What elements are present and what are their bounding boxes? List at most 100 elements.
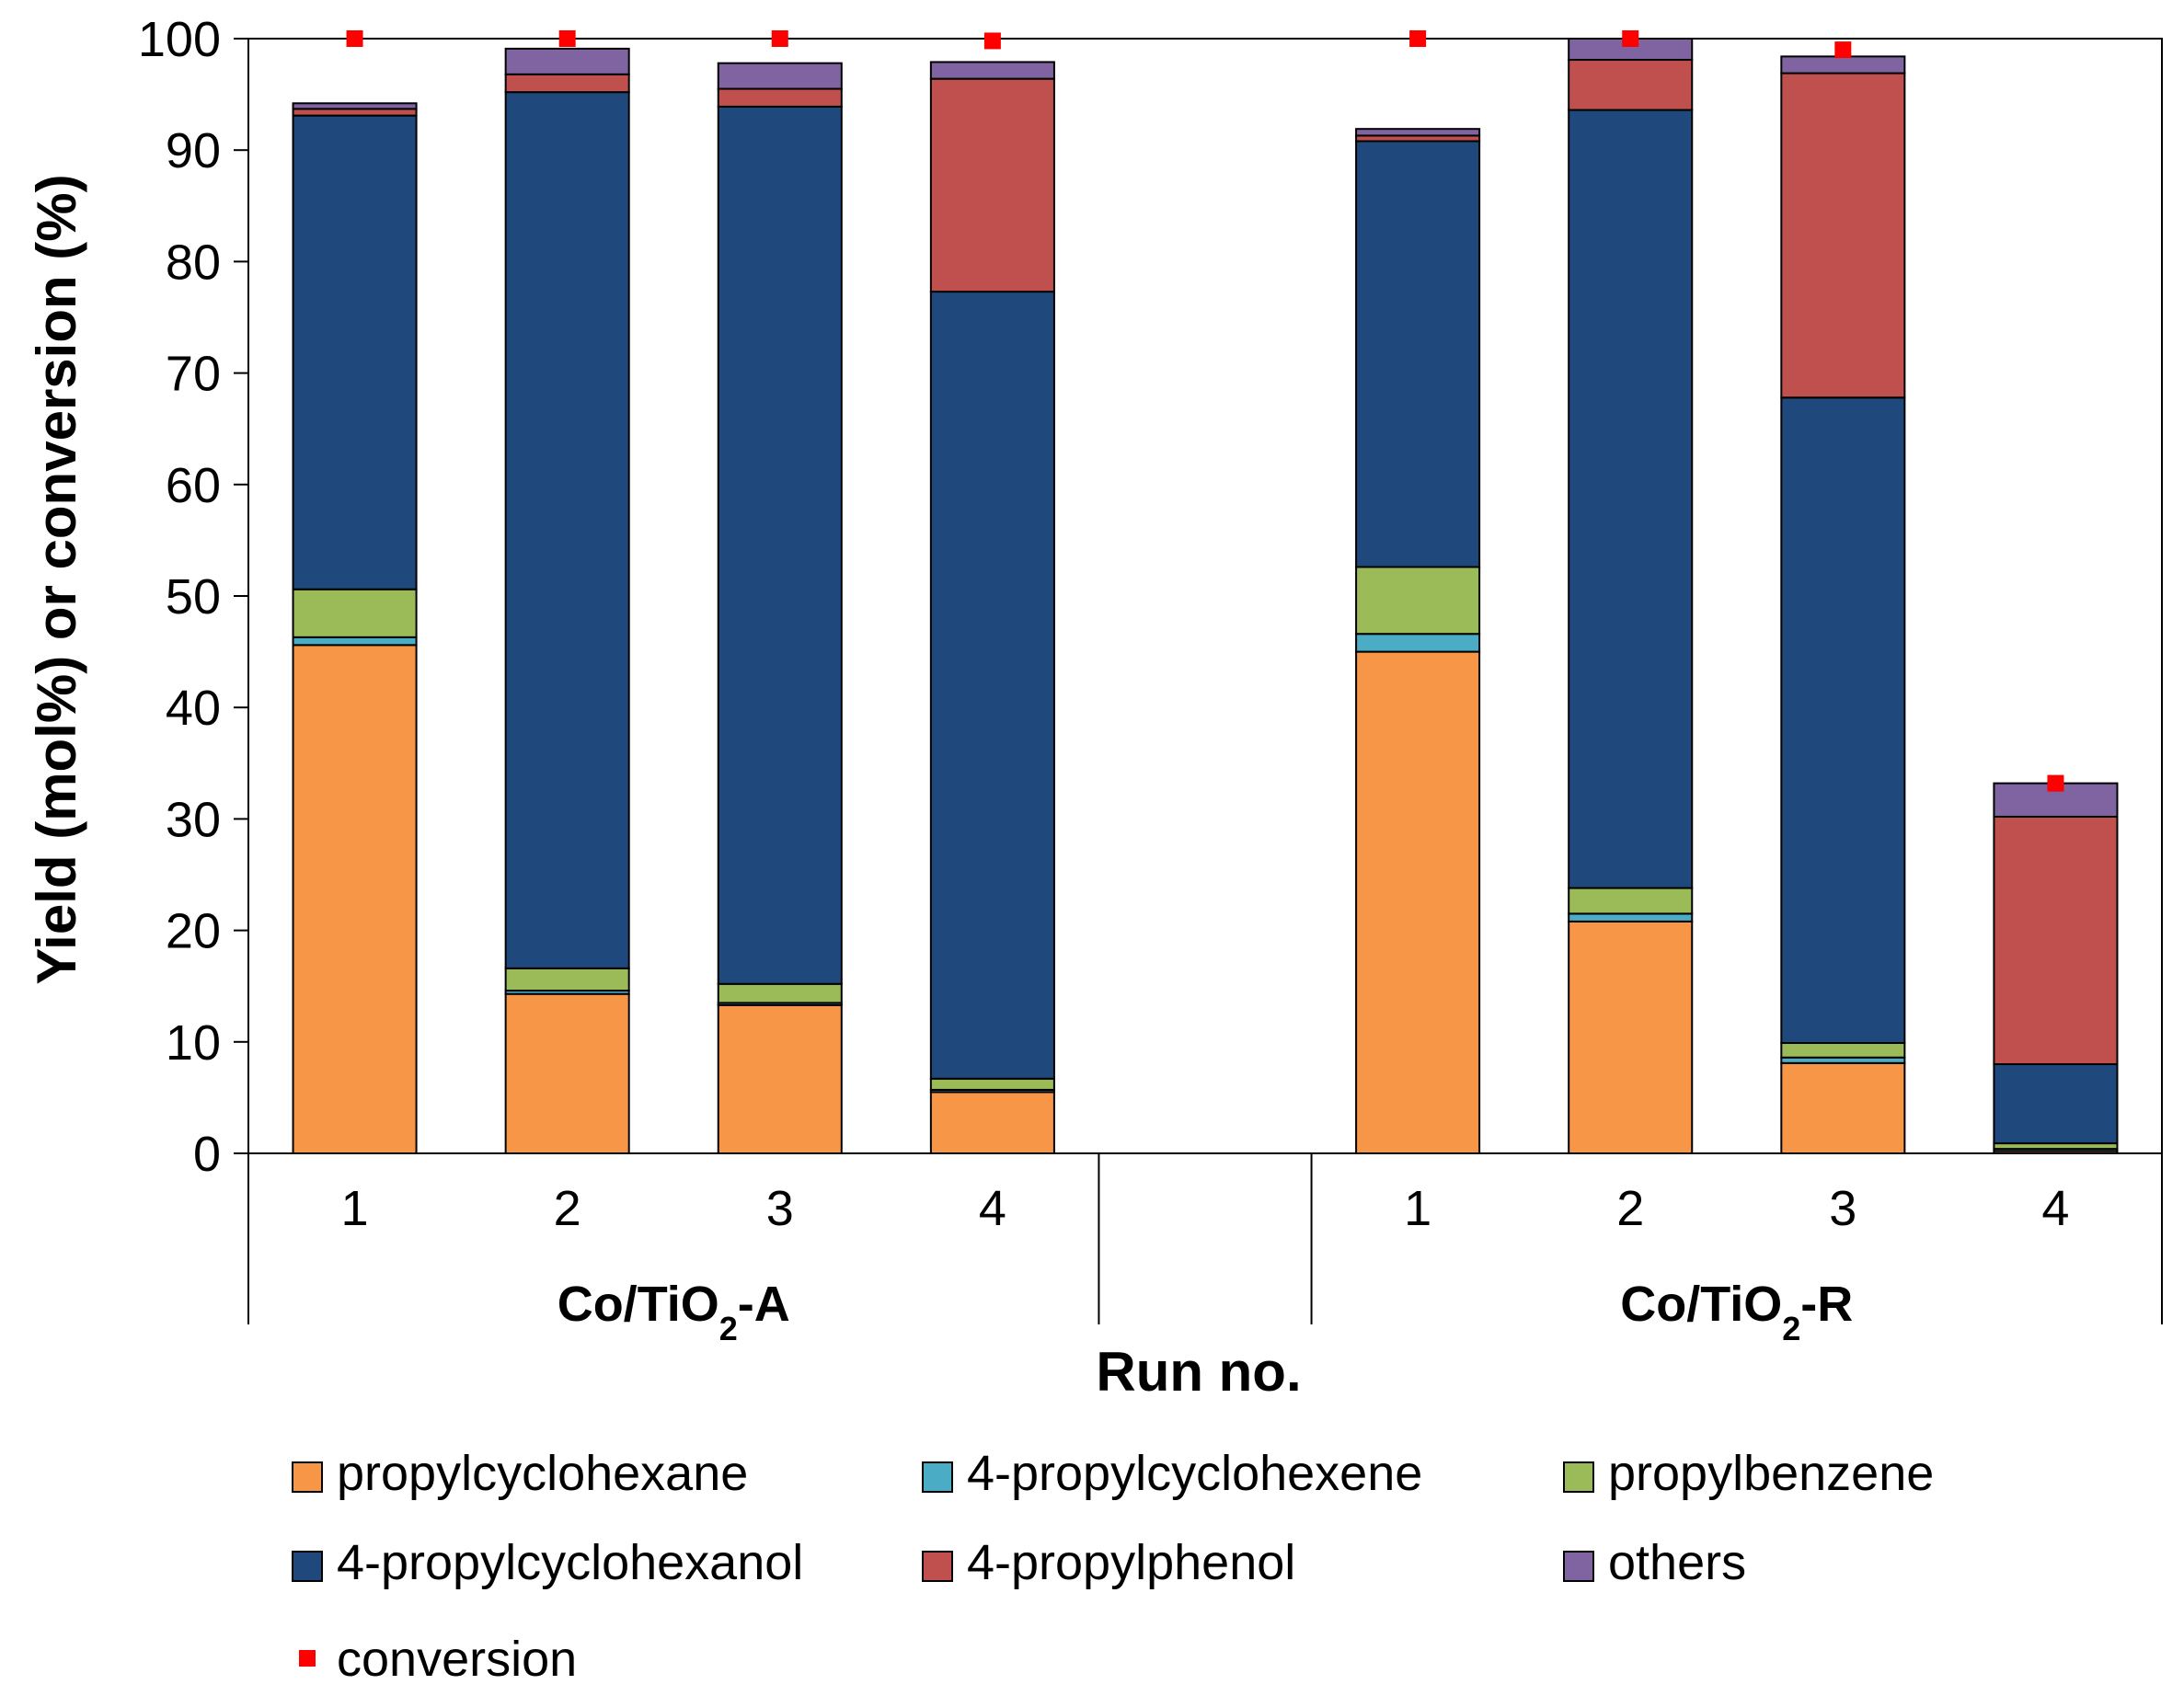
group-label-main: Co/TiO [557,1277,719,1332]
bar-segment [1993,1063,2119,1145]
conversion-marker [771,30,788,47]
group-label-main: Co/TiO [1620,1277,1782,1332]
legend-swatch [1563,1551,1594,1582]
legend-item: 4-propylcyclohexene [922,1446,1422,1501]
y-axis-ticks [234,38,248,1154]
legend-label: 4-propylcyclohexene [967,1446,1422,1501]
legend-label: 4-propylphenol [967,1535,1295,1590]
x-tick-label: 3 [1829,1181,1856,1236]
x-tick-label: 4 [2041,1181,2069,1236]
bar-segment [1355,650,1481,1154]
y-tick-label: 20 [166,904,221,959]
conversion-marker [2047,774,2064,792]
y-tick-label: 0 [193,1127,221,1182]
legend-item: propylcyclohexane [292,1446,748,1501]
bar-segment [1568,887,1694,915]
legend-label: others [1608,1535,1746,1590]
series-propylbenzene [292,566,2119,1151]
conversion-marker [1622,30,1639,47]
conversion-marker [558,30,576,47]
axes [247,1153,2163,1324]
bar-segment [1993,815,2119,1066]
bar-segment [1568,912,1694,922]
group-label: Co/TiO2-A [557,1277,790,1347]
y-tick-label: 70 [166,347,221,402]
y-tick-label: 10 [166,1015,221,1071]
bar-segment [1568,920,1694,1154]
bar-segment [504,992,630,1154]
legend-marker [299,1650,316,1667]
legend-swatch [1563,1461,1594,1493]
bar-segment [717,105,843,985]
x-tick-label: 2 [554,1181,581,1236]
legend-item: 4-propylcyclohexanol [292,1535,803,1590]
bar-segment [717,62,843,90]
bar-segment [1780,396,1906,1045]
bar-segment [292,102,418,110]
legend-item: conversion [299,1632,577,1687]
legend-swatch [922,1461,953,1493]
bar-segment [717,982,843,1004]
y-tick-label: 60 [166,458,221,513]
bar-segment [504,91,630,969]
legend-item: 4-propylphenol [922,1535,1295,1590]
legend-swatch [292,1461,323,1493]
bar-segment [504,73,630,94]
series-4-propylphenol [292,59,2119,1066]
bar-segment [292,114,418,590]
bar-segment [1355,128,1481,137]
x-tick-label: 4 [979,1181,1006,1236]
bar-segment [929,1077,1055,1091]
bar-series-group [292,38,2119,1155]
legend-item: others [1563,1535,1746,1590]
bar-segment [292,636,418,647]
x-axis-title: Run no. [1096,1341,1301,1403]
conversion-markers [346,30,2064,792]
y-tick-label: 30 [166,792,221,847]
bar-segment [1355,140,1481,568]
bar-segment [1355,633,1481,653]
bar-segment [717,87,843,108]
conversion-marker [1409,30,1427,47]
x-tick-label: 1 [1404,1181,1431,1236]
legend-label: propylbenzene [1608,1446,1934,1501]
bar-segment [1780,1061,1906,1154]
bar-segment [504,47,630,75]
bar-segment [929,77,1055,293]
legend-label: propylcyclohexane [337,1446,748,1501]
bar-segment [929,1091,1055,1154]
x-tick-label: 3 [766,1181,794,1236]
bar-segment [717,1003,843,1154]
x-tick-labels: 1 2 3 4 1 2 3 4 Co/TiO2-A Co/TiO2-R [341,1181,2070,1347]
bar-segment [1568,59,1694,111]
series-others [292,38,2119,818]
y-tick-label: 50 [166,569,221,625]
group-label: Co/TiO2-R [1620,1277,1853,1347]
legend-label: 4-propylcyclohexanol [337,1535,803,1590]
conversion-marker [346,30,363,47]
bar-segment [292,644,418,1154]
y-tick-label: 40 [166,681,221,736]
y-tick-label: 90 [166,123,221,178]
y-tick-label: 100 [138,12,221,67]
series-4-propylcyclohexanol [292,91,2119,1145]
conversion-marker [1834,41,1852,59]
y-axis-title: Yield (mol%) or conversion (%) [26,174,87,984]
legend: propylcyclohexane 4-propylcyclohexene prop… [292,1446,1934,1687]
bar-segment [929,291,1055,1080]
bar-segment [929,61,1055,80]
legend-label: conversion [337,1632,577,1687]
conversion-marker [983,32,1001,50]
legend-swatch [292,1551,323,1582]
bar-segment [292,108,418,117]
bar-segment [1780,72,1906,399]
y-tick-label: 80 [166,235,221,290]
bar-segment [292,588,418,638]
bar-segment [1780,1042,1906,1059]
x-tick-label: 1 [341,1181,369,1236]
series-propylcyclohexane [292,644,2119,1155]
bar-segment [504,967,630,992]
group-label-subscript: 2 [1782,1310,1800,1347]
legend-swatch [922,1551,953,1582]
